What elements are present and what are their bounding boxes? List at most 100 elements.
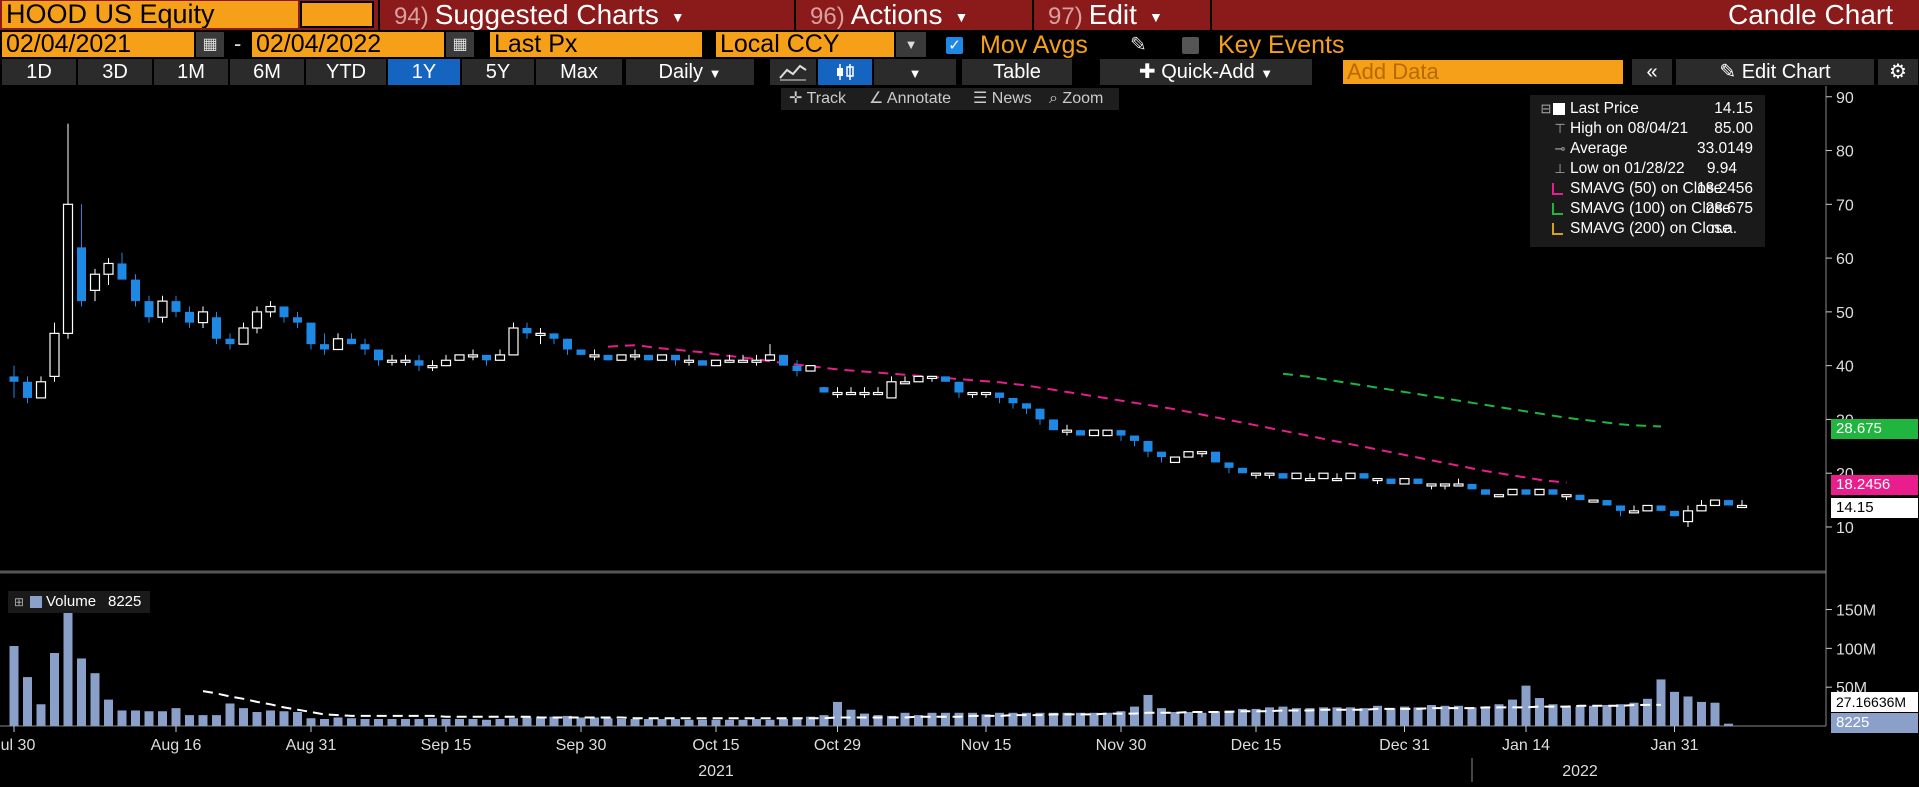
candle	[171, 295, 181, 318]
period-6m[interactable]: 6M	[230, 59, 304, 85]
candle-body	[576, 349, 586, 355]
period-1d[interactable]: 1D	[2, 59, 76, 85]
ticker-input-extension[interactable]	[300, 1, 374, 28]
candle	[1453, 478, 1464, 487]
candle	[332, 333, 344, 351]
legend-sma200[interactable]: SMAVG (200) on Close n.a.	[1530, 219, 1765, 239]
quick-add-button[interactable]: ✚ Quick-Add ▼	[1100, 59, 1312, 85]
legend-last-price[interactable]: ⊟ Last Price 14.15	[1530, 99, 1765, 119]
candle-body	[427, 365, 438, 369]
price-tick-label: 50	[1836, 305, 1854, 322]
volume-legend[interactable]: ⊞ Volume 8225	[8, 591, 150, 613]
candle-body	[35, 381, 47, 399]
candle-chart-icon[interactable]	[818, 59, 872, 85]
date-range-dash: -	[234, 31, 242, 56]
volume-bar	[968, 712, 977, 726]
period-3d[interactable]: 3D	[78, 59, 152, 85]
candle-body	[1656, 505, 1666, 511]
chart-style-dropdown[interactable]: ▼	[874, 59, 956, 85]
candle	[872, 387, 884, 396]
volume-bar	[1413, 707, 1423, 726]
candle-body	[225, 338, 235, 345]
candle-body	[1386, 478, 1396, 484]
candle-body	[62, 203, 74, 334]
period-1y[interactable]: 1Y	[388, 59, 460, 85]
candle-body	[320, 344, 329, 350]
candle	[779, 354, 788, 366]
end-date-input[interactable]: 02/04/2022	[252, 32, 444, 57]
average-marker-icon: ⊸	[1554, 141, 1566, 156]
start-date-input[interactable]: 02/04/2021	[2, 32, 194, 57]
volume-bar	[549, 716, 559, 726]
zoom-button[interactable]: ⌕ Zoom	[1049, 88, 1103, 110]
candle-body	[467, 354, 479, 358]
candle	[1008, 397, 1018, 409]
candle	[1076, 430, 1085, 436]
candle-body	[1291, 472, 1302, 480]
line-chart-icon[interactable]	[770, 59, 816, 85]
volume-bar	[806, 716, 815, 726]
collapse-icon[interactable]: «	[1632, 59, 1672, 85]
suggested-charts-button[interactable]: 94) Suggested Charts ▼	[378, 0, 794, 30]
candle	[751, 354, 762, 366]
candle-body	[671, 354, 680, 361]
volume-bar	[1184, 712, 1193, 726]
news-button[interactable]: ☰ News	[973, 88, 1032, 110]
volume-bar	[1022, 712, 1031, 726]
currency-select[interactable]: Local CCY	[716, 32, 894, 57]
annotate-button[interactable]: ∠ Annotate	[869, 88, 951, 110]
edit-chart-button[interactable]: ✎ Edit Chart	[1676, 59, 1874, 85]
table-button[interactable]: Table	[962, 59, 1072, 85]
add-data-input[interactable]: Add Data	[1343, 60, 1623, 84]
period-ytd[interactable]: YTD	[306, 59, 386, 85]
legend-sma50[interactable]: SMAVG (50) on Close 18.2456	[1530, 179, 1765, 199]
period-5y[interactable]: 5Y	[462, 59, 534, 85]
key-events-checkbox[interactable]	[1182, 37, 1199, 54]
gear-icon[interactable]: ⚙	[1878, 59, 1918, 85]
period-1m[interactable]: 1M	[154, 59, 228, 85]
date-tick-label: Sep 30	[556, 737, 607, 754]
candle	[1250, 472, 1262, 479]
candle	[1439, 483, 1451, 490]
candle	[1061, 424, 1073, 436]
last-price-tag: 14.15	[1831, 498, 1918, 518]
ticker-input[interactable]: HOOD US Equity	[2, 1, 298, 28]
candle	[737, 354, 749, 363]
legend-sma100[interactable]: SMAVG (100) on Close 28.675	[1530, 199, 1765, 219]
candle	[1616, 505, 1625, 517]
candle-body	[293, 317, 302, 323]
expand-icon[interactable]: ⊞	[14, 595, 25, 609]
pencil-icon[interactable]: ✎	[1130, 34, 1147, 56]
volume-bar	[414, 719, 424, 726]
frequency-select[interactable]: Daily ▼	[626, 59, 754, 85]
period-max[interactable]: Max	[536, 59, 622, 85]
candle	[683, 354, 695, 366]
track-button[interactable]: ✛ Track	[789, 88, 846, 110]
chevron-down-icon[interactable]: ▼	[896, 32, 926, 57]
actions-button[interactable]: 96) Actions ▼	[794, 0, 1032, 30]
volume-bar	[995, 712, 1004, 726]
volume-bar	[779, 719, 788, 726]
edit-button[interactable]: 97) Edit ▼	[1032, 0, 1210, 30]
calendar-icon[interactable]: ▦	[196, 32, 224, 57]
candle-body	[886, 381, 897, 399]
field-select[interactable]: Last Px	[490, 32, 702, 57]
candle-body	[1372, 477, 1383, 482]
candle	[386, 354, 398, 366]
volume-bar	[1062, 712, 1072, 726]
mov-avgs-checkbox[interactable]: ✓	[946, 37, 963, 54]
calendar-icon[interactable]: ▦	[446, 32, 474, 57]
candle	[360, 338, 370, 355]
candle-body	[1439, 483, 1451, 487]
volume-bar	[36, 704, 46, 726]
date-tick-label: Aug 31	[286, 737, 337, 754]
candle-body	[1238, 467, 1247, 474]
year-label: 2022	[1562, 763, 1598, 780]
expand-icon[interactable]: ⊟	[1540, 101, 1552, 116]
candle	[899, 376, 911, 385]
volume-bar	[914, 715, 923, 726]
candle	[400, 354, 411, 366]
chevron-down-icon: ▼	[1260, 66, 1274, 81]
candle-body	[347, 338, 356, 345]
